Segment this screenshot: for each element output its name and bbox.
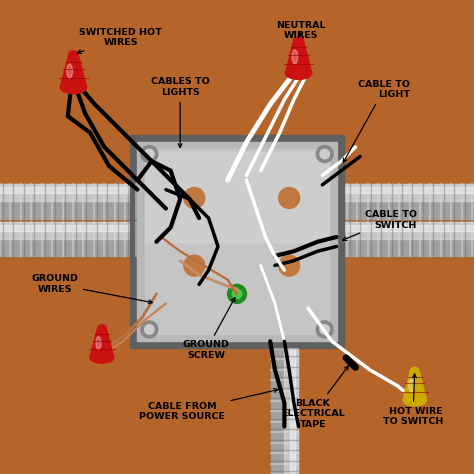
Bar (0, 225, 137, 231)
Circle shape (145, 325, 154, 334)
Text: CABLE FROM
POWER SOURCE: CABLE FROM POWER SOURCE (139, 389, 278, 421)
Circle shape (316, 146, 333, 163)
Bar (271, 341, 276, 474)
Ellipse shape (292, 50, 298, 64)
Text: GROUND
SCREW: GROUND SCREW (183, 298, 235, 360)
Bar (337, 250, 474, 256)
Bar (337, 225, 474, 231)
Circle shape (320, 325, 329, 334)
Circle shape (141, 146, 158, 163)
Bar (0, 222, 137, 256)
Polygon shape (90, 328, 114, 358)
Bar (0, 222, 137, 239)
Bar (284, 341, 298, 474)
Circle shape (316, 321, 333, 338)
Circle shape (141, 321, 158, 338)
Text: CABLE TO
SWITCH: CABLE TO SWITCH (343, 210, 417, 240)
Bar (337, 184, 474, 219)
Circle shape (228, 284, 246, 303)
Bar (337, 222, 474, 239)
Bar (0, 250, 137, 256)
Ellipse shape (410, 367, 419, 374)
Circle shape (184, 188, 205, 209)
Circle shape (279, 188, 300, 209)
Ellipse shape (96, 337, 101, 349)
Text: NEUTRAL
WIRES: NEUTRAL WIRES (276, 20, 326, 40)
Polygon shape (60, 55, 87, 88)
Text: CABLES TO
LIGHTS: CABLES TO LIGHTS (151, 77, 210, 147)
Polygon shape (285, 40, 312, 73)
Ellipse shape (409, 379, 414, 392)
Bar (337, 212, 474, 219)
Text: SWITCHED HOT
WIRES: SWITCHED HOT WIRES (77, 27, 162, 54)
Text: GROUND
WIRES: GROUND WIRES (31, 274, 152, 304)
Bar (337, 184, 474, 201)
Bar (145, 149, 329, 334)
Bar (0, 184, 137, 201)
Bar (271, 341, 298, 474)
Ellipse shape (98, 325, 106, 331)
Circle shape (184, 255, 205, 276)
Bar (290, 341, 295, 474)
Text: BLACK
ELECTRICAL
TAPE: BLACK ELECTRICAL TAPE (281, 366, 348, 428)
Circle shape (320, 149, 329, 159)
Ellipse shape (285, 68, 312, 80)
Bar (145, 152, 329, 242)
Circle shape (279, 255, 300, 276)
Bar (337, 187, 474, 193)
Ellipse shape (67, 64, 73, 78)
Ellipse shape (294, 37, 303, 44)
Ellipse shape (61, 82, 86, 94)
Ellipse shape (90, 353, 114, 363)
Bar (137, 142, 337, 341)
Bar (130, 135, 344, 348)
Bar (0, 184, 137, 219)
Ellipse shape (69, 51, 78, 58)
Bar (0, 187, 137, 193)
Text: HOT WIRE
TO SWITCH: HOT WIRE TO SWITCH (383, 374, 443, 426)
Ellipse shape (403, 395, 427, 406)
Bar (337, 222, 474, 256)
Circle shape (232, 289, 242, 299)
Text: CABLE TO
LIGHT: CABLE TO LIGHT (343, 80, 410, 162)
Circle shape (145, 149, 154, 159)
Polygon shape (403, 371, 427, 401)
Bar (0, 212, 137, 219)
